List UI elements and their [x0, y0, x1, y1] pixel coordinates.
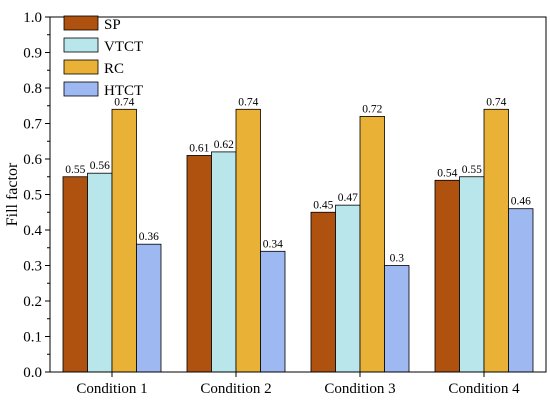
y-tick-label: 0.5 [23, 188, 42, 204]
bar-sp-4 [434, 179, 460, 373]
y-tick-label: 0.7 [23, 117, 42, 133]
y-tick-label: 0.2 [23, 294, 42, 310]
legend-swatch-rc [63, 59, 99, 75]
y-tick-label: 0.8 [23, 81, 42, 97]
data-label-htct-4: 0.46 [511, 196, 531, 208]
bar-vtct-4 [459, 176, 485, 373]
bar-rc-1 [111, 108, 137, 373]
bar-sp-1 [62, 176, 88, 373]
y-tick-label: 0.9 [23, 46, 42, 62]
data-label-htct-3: 0.3 [390, 253, 405, 265]
data-label-rc-2: 0.74 [238, 96, 258, 108]
data-label-vtct-1: 0.56 [90, 160, 110, 172]
data-label-vtct-3: 0.47 [338, 192, 358, 204]
data-labels-layer: 0.55 0.61 0.45 0.54 0.56 0.62 0.47 0.55 0.74 0.74… [65, 96, 531, 264]
legend-label-vtct: VTCT [104, 39, 143, 55]
data-label-htct-1: 0.36 [139, 231, 159, 243]
legend-label-htct: HTCT [104, 83, 143, 99]
data-label-rc-1: 0.74 [114, 96, 134, 108]
bar-rc-3 [359, 116, 385, 373]
data-label-sp-3: 0.45 [313, 199, 333, 211]
y-tick-label: 0.1 [23, 330, 42, 346]
y-tick-label: 0.0 [23, 365, 42, 381]
data-label-htct-2: 0.34 [263, 238, 283, 250]
data-label-vtct-2: 0.62 [214, 139, 234, 151]
x-tick-label: Condition 3 [324, 381, 395, 397]
x-tick-label: Condition 2 [200, 381, 271, 397]
bar-htct-4 [508, 208, 534, 373]
bar-rc-2 [235, 108, 261, 373]
bar-vtct-2 [211, 151, 237, 373]
bar-htct-3 [384, 265, 410, 373]
data-label-sp-4: 0.54 [437, 167, 457, 179]
legend: SP VTCT RC HTCT [63, 15, 143, 99]
bar-htct-1 [136, 243, 162, 373]
data-label-vtct-4: 0.55 [462, 164, 482, 176]
legend-swatch-sp [63, 15, 99, 31]
legend-swatch-htct [63, 81, 99, 97]
x-tick-label: Condition 1 [76, 381, 147, 397]
bar-vtct-3 [335, 204, 361, 373]
legend-label-sp: SP [104, 17, 121, 33]
data-label-sp-1: 0.55 [65, 164, 85, 176]
legend-label-rc: RC [104, 61, 124, 77]
bars-layer [62, 108, 534, 373]
bar-rc-4 [483, 108, 509, 373]
data-label-sp-2: 0.61 [189, 142, 209, 154]
bar-htct-2 [260, 250, 286, 373]
x-tick-label: Condition 4 [448, 381, 520, 397]
y-tick-label: 0.4 [23, 223, 42, 239]
bar-vtct-1 [87, 172, 113, 373]
y-tick-label: 0.6 [23, 152, 42, 168]
legend-swatch-vtct [63, 37, 99, 53]
y-axis-title: Fill factor [4, 162, 21, 226]
data-label-rc-4: 0.74 [486, 96, 506, 108]
y-tick-label: 0.3 [23, 259, 42, 275]
bar-sp-3 [310, 211, 336, 373]
y-tick-label: 1.0 [23, 10, 42, 26]
axes-layer: 0.0 0.1 0.2 0.3 0.4 0.5 0.6 0.7 0.8 0.9 1.0 Conditi… [23, 10, 547, 397]
bar-sp-2 [186, 155, 212, 373]
data-label-rc-3: 0.72 [362, 103, 382, 115]
